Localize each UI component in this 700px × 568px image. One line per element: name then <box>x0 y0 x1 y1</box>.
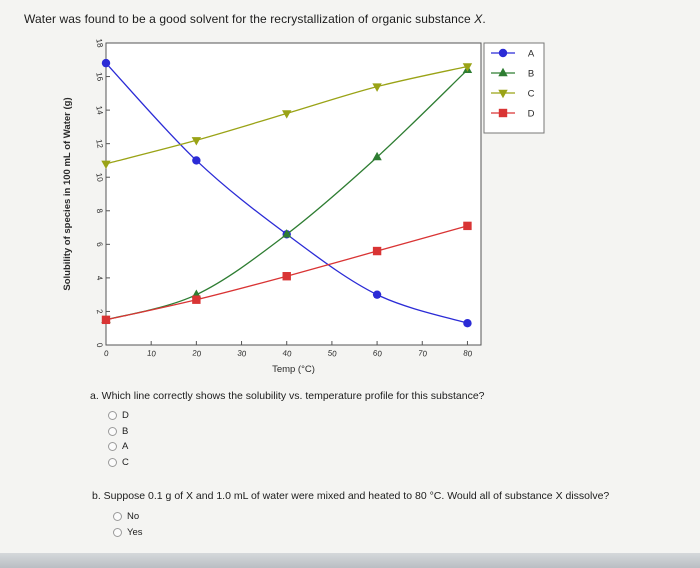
part-a-option-label: B <box>122 425 129 437</box>
part-a-option-label: A <box>122 441 129 453</box>
legend-marker-c <box>498 89 508 99</box>
legend-marker-b <box>498 67 508 77</box>
part-a-option-label: C <box>122 456 129 468</box>
x-tick-label: 80 <box>463 348 474 358</box>
part-b-option-label: Yes <box>127 526 143 538</box>
part-b-options: No Yes <box>113 509 143 540</box>
y-tick-label: 6 <box>95 241 105 247</box>
x-tick-label: 50 <box>327 348 338 358</box>
data-point-d <box>463 221 472 231</box>
y-tick-label: 18 <box>94 38 105 49</box>
part-a-radio-d[interactable] <box>108 411 117 421</box>
data-point-c <box>191 137 202 146</box>
data-point-c <box>372 83 382 92</box>
legend-marker-a <box>498 48 508 58</box>
part-b-option-label: No <box>127 511 140 523</box>
question-period: . <box>482 12 486 26</box>
data-point-b <box>282 229 292 238</box>
x-tick-label: 60 <box>372 348 383 358</box>
x-tick-label: 70 <box>418 348 429 358</box>
y-tick-label: 0 <box>95 342 105 348</box>
data-point-d <box>192 295 201 304</box>
data-point-a <box>463 318 472 328</box>
substance-name: X <box>474 12 483 26</box>
x-axis-label: Temp (°C) <box>272 364 315 375</box>
data-point-a <box>192 156 201 165</box>
y-tick-label: 4 <box>95 275 105 281</box>
data-point-c <box>282 110 292 119</box>
y-tick-label: 2 <box>95 309 105 315</box>
part-b-radio-no[interactable] <box>113 512 122 522</box>
part-b-option-no[interactable]: No <box>113 509 143 525</box>
y-tick-label: 14 <box>94 105 105 116</box>
question-text: Water was found to be a good solvent for… <box>24 12 475 26</box>
y-axis-label: Solubility of species in 100 mL of Water… <box>62 97 73 290</box>
part-a-option-a[interactable]: A <box>108 439 129 455</box>
data-point-d <box>282 272 291 281</box>
y-tick-label: 12 <box>94 139 105 150</box>
legend-label-b: B <box>528 69 534 80</box>
x-tick-label: 0 <box>104 349 110 359</box>
legend-label-c: C <box>528 89 535 100</box>
y-tick-label: 8 <box>95 208 105 214</box>
part-a-radio-b[interactable] <box>108 426 117 436</box>
part-a-radio-c[interactable] <box>108 457 117 467</box>
data-point-c <box>101 160 111 169</box>
question-stem: Water was found to be a good solvent for… <box>24 12 486 26</box>
data-point-d <box>101 315 111 325</box>
part-a-option-c[interactable]: C <box>108 455 129 471</box>
x-tick-label: 20 <box>192 348 203 358</box>
x-tick-label: 30 <box>237 348 248 358</box>
data-point-d <box>372 246 382 256</box>
part-a-option-b[interactable]: B <box>108 424 129 440</box>
data-point-a <box>101 58 111 68</box>
bottom-bar <box>0 553 700 568</box>
part-b-radio-yes[interactable] <box>113 527 122 537</box>
legend-label-d: D <box>528 109 535 120</box>
part-b-question: b. Suppose 0.1 g of X and 1.0 mL of wate… <box>92 490 610 502</box>
legend-box <box>483 42 545 134</box>
y-tick-label: 16 <box>94 71 105 82</box>
data-point-a <box>372 290 382 299</box>
legend-marker-d <box>498 108 508 118</box>
data-point-b <box>372 151 382 161</box>
part-a-question: a. Which line correctly shows the solubi… <box>90 390 485 402</box>
part-a-option-label: D <box>122 410 129 422</box>
x-tick-label: 10 <box>146 348 157 358</box>
x-tick-label: 40 <box>282 348 293 358</box>
part-a-option-d[interactable]: D <box>108 408 129 424</box>
legend-label-a: A <box>528 49 535 60</box>
solubility-chart: 0 10 20 30 40 50 60 70 80 0 2 4 6 8 10 12 14 16 18 Temp (°C… <box>62 38 545 375</box>
part-a-radio-a[interactable] <box>108 442 117 452</box>
plot-area <box>105 42 482 346</box>
data-point-c <box>462 63 473 72</box>
part-b-option-yes[interactable]: Yes <box>113 525 143 541</box>
y-tick-label: 10 <box>94 172 105 183</box>
